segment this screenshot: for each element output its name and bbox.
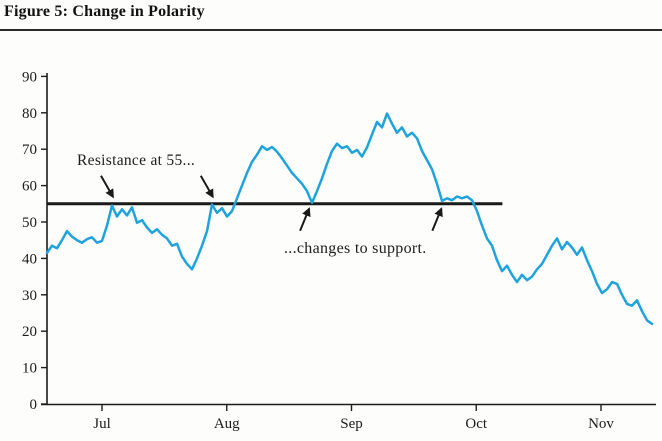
y-tick-label: 10 bbox=[22, 361, 37, 377]
x-tick-label: Aug bbox=[214, 416, 240, 432]
y-tick-label: 0 bbox=[30, 397, 38, 413]
y-tick-label: 70 bbox=[22, 142, 37, 158]
annotation-arrow bbox=[199, 175, 214, 199]
title-rule bbox=[0, 29, 662, 31]
y-tick-label: 80 bbox=[22, 106, 37, 122]
price-line bbox=[45, 112, 654, 326]
y-tick-label: 30 bbox=[22, 288, 37, 304]
y-tick-label: 40 bbox=[22, 251, 37, 267]
y-tick-label: 20 bbox=[22, 324, 37, 340]
resistance-annotation: Resistance at 55... bbox=[77, 152, 196, 169]
x-tick-label: Sep bbox=[340, 416, 363, 432]
y-tick-label: 60 bbox=[22, 179, 37, 195]
y-tick-label: 90 bbox=[22, 69, 37, 85]
annotation-arrow bbox=[100, 175, 114, 199]
x-tick-label: Jul bbox=[93, 416, 111, 432]
x-tick-label: Oct bbox=[465, 416, 487, 432]
annotation-arrow bbox=[431, 207, 443, 232]
figure-title: Figure 5: Change in Polarity bbox=[4, 3, 205, 20]
annotation-arrow bbox=[299, 207, 311, 232]
y-tick-label: 50 bbox=[22, 215, 37, 231]
support-annotation: ...changes to support. bbox=[284, 240, 427, 257]
x-tick-label: Nov bbox=[588, 416, 614, 432]
